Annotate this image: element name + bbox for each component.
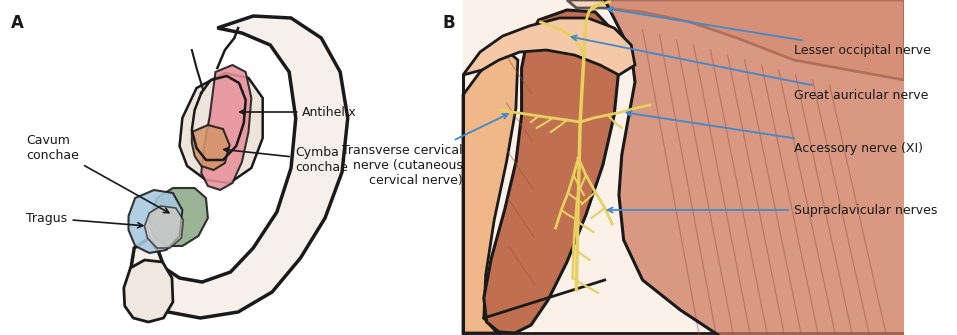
Polygon shape (605, 0, 904, 335)
Polygon shape (145, 206, 184, 248)
Text: Great auricular nerve: Great auricular nerve (571, 36, 928, 102)
Text: Tragus: Tragus (27, 211, 143, 228)
Polygon shape (123, 260, 173, 322)
Text: Cymba
conchae: Cymba conchae (224, 146, 347, 174)
Polygon shape (463, 0, 904, 335)
Text: Transverse cervical
nerve (cutaneous
cervical nerve): Transverse cervical nerve (cutaneous cer… (343, 114, 508, 187)
Polygon shape (149, 188, 208, 246)
Polygon shape (201, 65, 252, 190)
Polygon shape (128, 190, 183, 253)
Polygon shape (463, 18, 635, 75)
Text: B: B (442, 14, 455, 32)
Text: Antihelix: Antihelix (240, 106, 357, 119)
Text: Accessory nerve (XI): Accessory nerve (XI) (627, 111, 923, 154)
Polygon shape (463, 52, 518, 333)
Polygon shape (567, 0, 904, 80)
Text: Cavum
conchae: Cavum conchae (27, 134, 168, 213)
Text: A: A (11, 14, 24, 32)
Text: Supraclavicular nerves: Supraclavicular nerves (608, 203, 937, 216)
Polygon shape (191, 125, 230, 170)
Polygon shape (130, 16, 347, 318)
Polygon shape (180, 73, 262, 183)
Polygon shape (484, 10, 619, 333)
Text: Lesser occipital nerve: Lesser occipital nerve (608, 7, 930, 57)
